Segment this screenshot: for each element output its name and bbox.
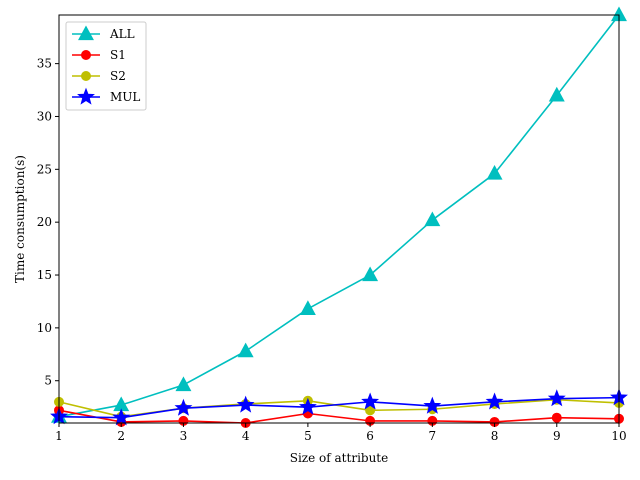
data-point-mul (112, 408, 131, 426)
plot-frame (58, 14, 620, 424)
data-point-all (237, 342, 254, 358)
series-all (51, 6, 627, 423)
x-tick-label: 6 (366, 429, 374, 443)
legend: ALL S1 S2 MUL (65, 21, 147, 111)
x-tick-label: 10 (611, 429, 626, 443)
y-tick-label: 15 (37, 268, 52, 282)
data-point-mul (174, 398, 193, 416)
x-tick-label: 8 (491, 429, 499, 443)
x-tick-label: 3 (180, 429, 188, 443)
legend-item-s1: S1 (72, 48, 126, 62)
data-point-all (362, 266, 379, 282)
data-point-s1 (551, 412, 562, 423)
data-point-all (424, 211, 441, 227)
legend-label-all: ALL (109, 27, 135, 41)
legend-label-mul: MUL (110, 90, 140, 104)
x-tick-label: 1 (55, 429, 63, 443)
y-tick-label: 35 (37, 57, 52, 71)
x-tick-label: 9 (553, 429, 561, 443)
x-axis-title: Size of attribute (290, 451, 388, 465)
legend-marker-mul (77, 87, 95, 105)
series-line-mul (58, 396, 620, 419)
y-tick-label: 10 (37, 321, 52, 335)
data-point-mul (547, 389, 566, 407)
legend-label-s1: S1 (110, 48, 126, 62)
series-line-all (58, 14, 620, 418)
x-tick-label: 4 (242, 429, 250, 443)
y-tick-label: 5 (44, 374, 52, 388)
legend-item-all: ALL (72, 25, 135, 41)
legend-marker-s2 (81, 71, 91, 81)
series-s1 (54, 405, 624, 428)
data-point-all (548, 86, 565, 102)
y-axis-ticks: 5 10 15 20 25 30 35 (37, 57, 59, 388)
data-point-mul (361, 392, 380, 410)
data-point-all (299, 300, 316, 315)
series-line-s1 (58, 409, 620, 424)
x-tick-label: 7 (429, 429, 437, 443)
legend-item-mul: MUL (72, 87, 140, 105)
legend-marker-all (78, 25, 94, 41)
y-tick-label: 20 (37, 215, 52, 229)
data-point-mul (485, 392, 504, 410)
x-axis-ticks: 1 2 3 4 5 6 7 8 9 10 (55, 423, 627, 443)
data-point-all (486, 165, 503, 180)
data-point-mul (236, 395, 255, 413)
x-tick-label: 5 (304, 429, 312, 443)
data-point-mul (298, 397, 317, 415)
legend-label-s2: S2 (110, 69, 126, 83)
data-point-mul (423, 396, 442, 414)
x-tick-label: 2 (117, 429, 125, 443)
legend-item-s2: S2 (72, 69, 126, 83)
y-tick-label: 30 (37, 109, 52, 123)
y-axis-title: Time consumption(s) (13, 155, 27, 283)
y-tick-label: 25 (37, 162, 52, 176)
legend-marker-s1 (81, 50, 91, 60)
data-point-all (175, 376, 192, 392)
series-layer (50, 6, 628, 428)
